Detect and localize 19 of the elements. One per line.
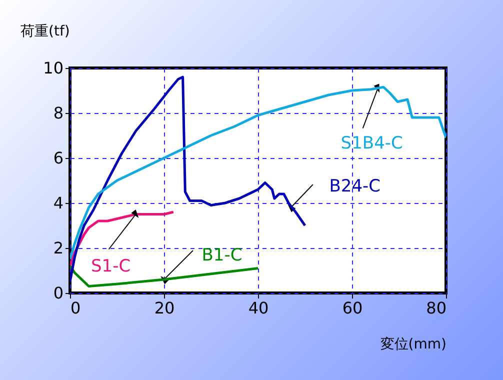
- y-tick-label: 10: [43, 58, 64, 78]
- x-axis-title: 変位(mm): [380, 336, 446, 352]
- y-tick-label: 6: [53, 148, 64, 168]
- x-tick-label: 80: [426, 298, 446, 318]
- y-tick-label: 0: [53, 284, 64, 302]
- annotation: S1B4-C: [340, 133, 403, 154]
- annotation: B24-C: [329, 176, 381, 196]
- line-series: [70, 86, 446, 260]
- x-tick-label: 40: [248, 298, 269, 318]
- line-series: [70, 76, 306, 283]
- y-tick-label: 4: [53, 194, 64, 212]
- annotation: B1-C: [202, 246, 242, 266]
- annotation: S1-C: [90, 256, 131, 276]
- x-tick-label: 0: [70, 298, 81, 318]
- y-tick-label: 2: [53, 238, 64, 258]
- y-axis-title: 荷重(tf): [20, 24, 70, 40]
- x-tick-label: 60: [342, 298, 363, 318]
- y-tick-label: 8: [53, 104, 64, 122]
- x-tick-label: 20: [154, 298, 175, 318]
